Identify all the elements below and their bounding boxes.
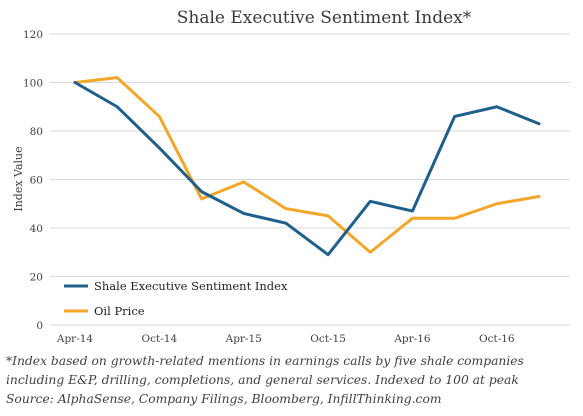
chart-title: Shale Executive Sentiment Index* — [177, 8, 472, 28]
y-tick-label: 60 — [30, 175, 43, 187]
x-tick-label: Oct-15 — [310, 333, 346, 345]
x-tick-label: Apr-14 — [56, 333, 94, 345]
footnote: *Index based on growth-related mentions … — [6, 352, 581, 409]
y-tick-label: 120 — [23, 29, 43, 41]
footnote-line: including E&P, drilling, completions, an… — [6, 373, 519, 387]
x-tick-label: Apr-15 — [225, 333, 262, 345]
y-tick-label: 0 — [36, 320, 43, 332]
y-axis-label: Index Value — [12, 146, 25, 211]
footnote-line: *Index based on growth-related mentions … — [6, 354, 524, 368]
x-axis-ticks: Apr-14 Oct-14 Apr-15 Oct-15 Apr-16 Oct-16 — [56, 333, 515, 345]
y-tick-label: 20 — [30, 272, 43, 284]
x-tick-label: Apr-16 — [393, 333, 431, 345]
gridlines — [50, 33, 570, 326]
legend-label: Shale Executive Sentiment Index — [94, 279, 288, 293]
y-axis-ticks: 0 20 40 60 80 100 120 — [23, 29, 43, 332]
sentiment-index-line — [73, 81, 541, 257]
oil-price-line — [73, 76, 541, 254]
y-tick-label: 40 — [30, 223, 43, 235]
series-lines — [73, 76, 541, 257]
x-tick-label: Oct-16 — [479, 333, 515, 345]
legend: Shale Executive Sentiment Index Oil Price — [64, 279, 288, 318]
legend-label: Oil Price — [94, 304, 145, 318]
x-tick-label: Oct-14 — [142, 333, 178, 345]
y-tick-label: 100 — [23, 78, 43, 90]
footnote-line: Source: AlphaSense, Company Filings, Blo… — [6, 392, 442, 406]
y-tick-label: 80 — [30, 126, 43, 138]
